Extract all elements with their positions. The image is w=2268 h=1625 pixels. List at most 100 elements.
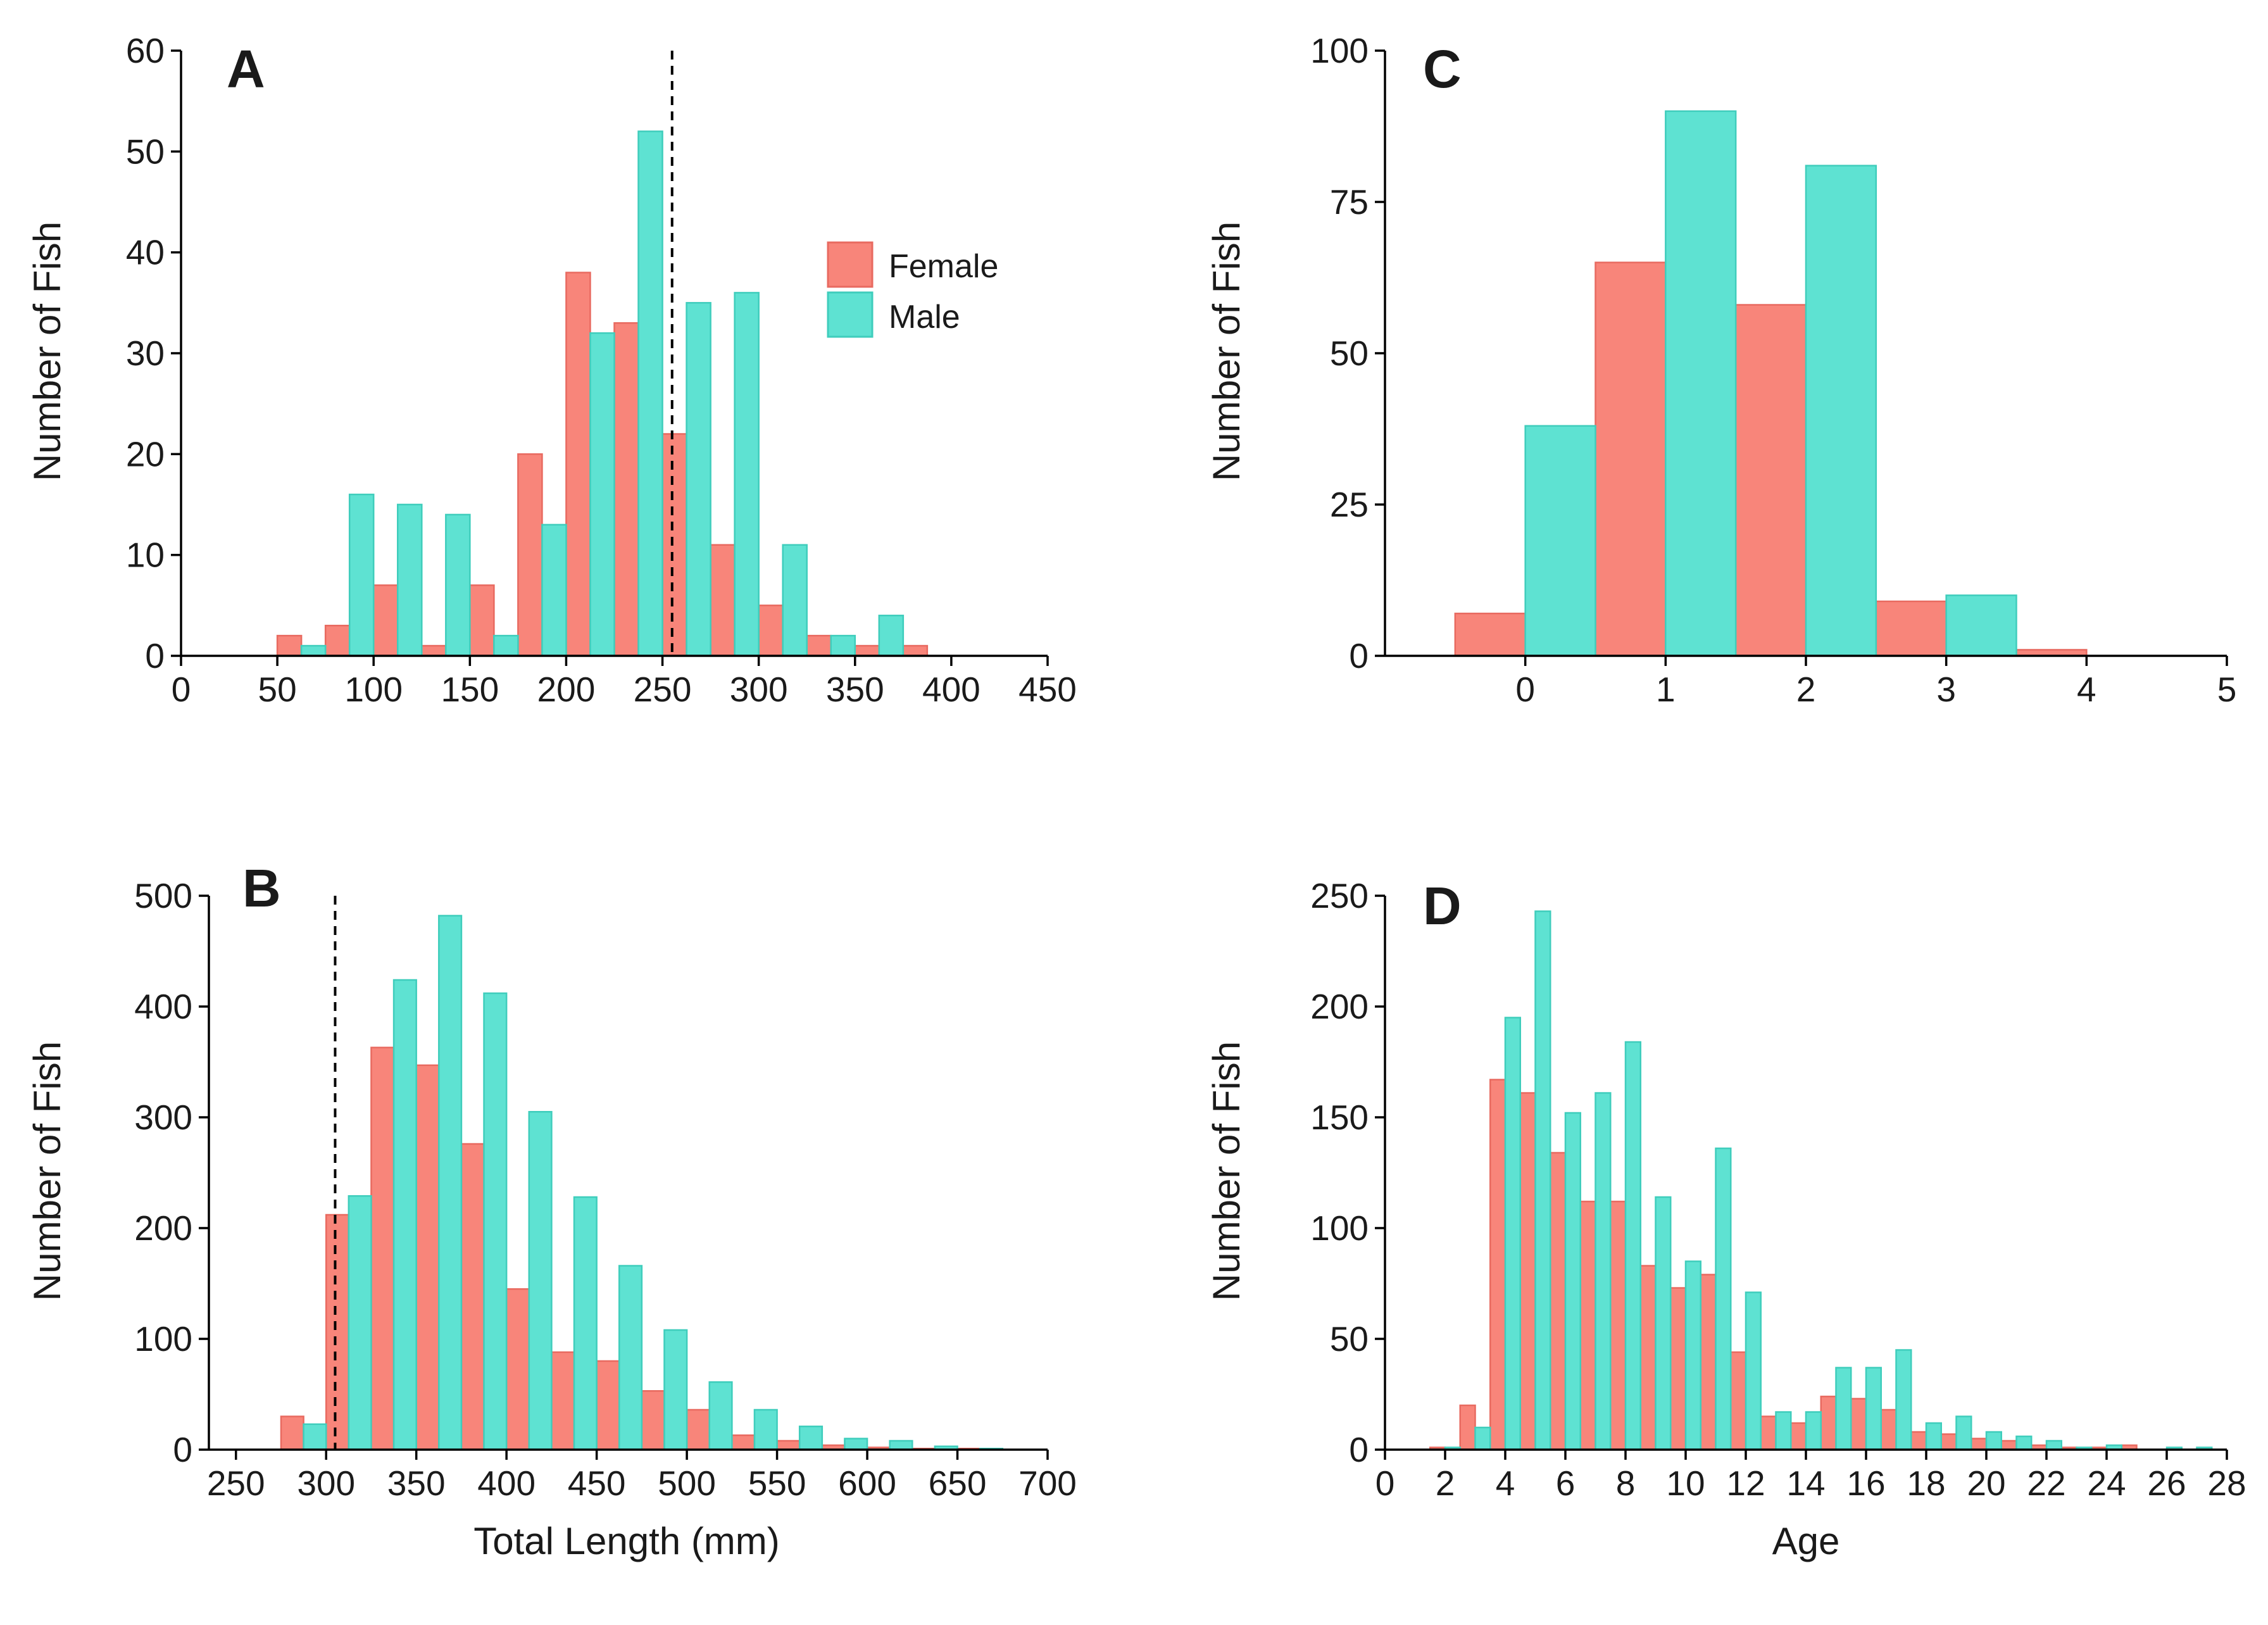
panel-c-letter: C	[1423, 39, 1462, 99]
panel-d-x-tick-label-26: 26	[2147, 1464, 2186, 1503]
panel-c-x-tick-label-4: 4	[2077, 670, 2096, 709]
panel-a-letter: A	[227, 39, 265, 99]
panel-b-bar-male-1	[348, 1195, 372, 1451]
panel-a-bar-female-12	[854, 644, 880, 657]
panel-a-bar-female-0	[276, 634, 303, 657]
panel-b-bar-female-8	[641, 1390, 665, 1451]
panel-d-bar-male-17	[1955, 1415, 1972, 1451]
panel-d-bar-female-9	[1700, 1274, 1717, 1451]
panel-d-x-tick-label-20: 20	[1967, 1464, 2005, 1503]
panel-d-bar-female-6	[1610, 1200, 1627, 1451]
panel-a-bar-female-5	[517, 453, 543, 657]
panel-c-bar-female-3	[1875, 600, 1947, 657]
panel-a-x-tick-label-150: 150	[441, 670, 499, 709]
panel-c-y-tick-label-50: 50	[1330, 334, 1369, 373]
panel-b-bar-female-10	[731, 1434, 756, 1451]
panel-a-bar-male-3	[445, 513, 471, 657]
panel-b-bar-male-10	[753, 1409, 778, 1451]
panel-d-bar-male-2	[1504, 1017, 1521, 1451]
panel-a-x-tick-label-250: 250	[634, 670, 692, 709]
panel-a-bar-female-11	[806, 634, 832, 657]
panel-a: A 0 50 100 150 200 250 300 350 400 450 0 10 20 30 40 50…	[26, 31, 1077, 709]
panel-c-bar-male-2	[1805, 165, 1877, 657]
panel-b-x-tick-label-700: 700	[1018, 1464, 1077, 1503]
panel-d-bar-male-13	[1835, 1367, 1852, 1451]
panel-a-x-tick-label-400: 400	[922, 670, 981, 709]
panel-d-bars	[1429, 910, 2213, 1451]
panel-d-bar-female-16	[1910, 1431, 1927, 1451]
panel-a-bar-female-9	[710, 544, 736, 657]
panel-a-bar-male-5	[541, 524, 567, 657]
panel-d-bar-male-5	[1594, 1092, 1612, 1451]
panel-d-bar-male-12	[1805, 1411, 1822, 1451]
panel-b-bar-male-4	[483, 992, 508, 1451]
legend-male-label: Male	[889, 299, 960, 336]
panel-d-y-tick-label-100: 100	[1310, 1208, 1369, 1248]
panel-d-bar-male-11	[1775, 1411, 1792, 1451]
panel-c-bar-male-3	[1945, 594, 2017, 657]
panel-b-bar-female-2	[370, 1046, 395, 1451]
panel-c-x-tick-label-3: 3	[1936, 670, 1956, 709]
panel-a-x-tick-label-450: 450	[1018, 670, 1077, 709]
panel-c-y-title: Number of Fish	[1205, 222, 1248, 481]
panel-a-x-tick-label-0: 0	[172, 670, 191, 709]
panel-d-bar-male-6	[1624, 1041, 1641, 1451]
panel-b-y-tick-label-100: 100	[134, 1319, 192, 1358]
panel-b-x-tick-label-500: 500	[658, 1464, 716, 1503]
panel-d-bar-male-7	[1655, 1196, 1672, 1451]
panel-d-bar-male-9	[1715, 1147, 1732, 1451]
panel-d-letter: D	[1423, 876, 1462, 936]
panel-b-bar-male-9	[708, 1381, 733, 1451]
panel-b-axes: 250 300 350 400 450 500 550 600 650 700 0 100 200 300…	[134, 876, 1077, 1503]
panel-d-bar-female-2	[1489, 1079, 1507, 1451]
panel-c-y-tick-label-100: 100	[1310, 31, 1369, 70]
panel-a-y-tick-label-30: 30	[126, 334, 165, 373]
panel-d-bar-male-20	[2045, 1440, 2062, 1451]
panel-b-bar-male-8	[663, 1329, 688, 1451]
panel-d-bar-female-5	[1579, 1200, 1596, 1451]
panel-d-bar-female-14	[1850, 1398, 1867, 1451]
panel-d-x-tick-label-8: 8	[1616, 1464, 1636, 1503]
panel-d-x-tick-label-14: 14	[1786, 1464, 1825, 1503]
panel-b-bar-male-3	[438, 915, 463, 1451]
panel-d-x-tick-label-28: 28	[2207, 1464, 2246, 1503]
panel-b-bar-male-0	[303, 1423, 327, 1451]
panel-d-bar-female-11	[1760, 1415, 1777, 1451]
panel-c-bar-female-0	[1454, 612, 1526, 657]
panel-d-bar-female-7	[1639, 1265, 1657, 1451]
panel-b-bar-female-1	[325, 1214, 350, 1451]
panel-b-y-tick-label-300: 300	[134, 1098, 192, 1137]
legend-female-swatch	[827, 241, 874, 288]
panel-d: D 0 2 4 6 8 10 12 14 16 18 20 22 24 26 280501001502002…	[1205, 876, 2246, 1562]
panel-d-x-tick-label-22: 22	[2027, 1464, 2065, 1503]
panel-d-bar-female-8	[1670, 1287, 1687, 1451]
panel-b-y-title: Number of Fish	[26, 1041, 68, 1301]
panel-d-bar-female-12	[1790, 1422, 1807, 1451]
panel-b-bar-male-5	[528, 1111, 553, 1451]
panel-d-bar-male-16	[1925, 1422, 1942, 1451]
panel-d-bar-female-10	[1730, 1351, 1747, 1451]
panel-a-bar-male-0	[300, 644, 327, 657]
panel-a-bar-male-11	[830, 634, 856, 657]
panel-c-bar-male-1	[1665, 110, 1737, 657]
panel-a-bar-female-3	[421, 644, 447, 657]
panel-b-bar-female-4	[460, 1143, 485, 1451]
panel-c-bar-female-2	[1734, 304, 1807, 657]
panel-d-bar-female-19	[2000, 1440, 2017, 1451]
panel-a-bar-female-13	[902, 644, 929, 657]
panel-d-bar-female-18	[1970, 1438, 1988, 1451]
panel-d-bar-female-17	[1940, 1433, 1957, 1451]
panel-b-bar-male-2	[392, 979, 417, 1451]
panel-b-bar-male-7	[618, 1265, 643, 1451]
panel-d-bar-female-3	[1519, 1092, 1536, 1451]
panel-b-x-tick-label-350: 350	[387, 1464, 446, 1503]
panel-d-y-tick-label-150: 150	[1310, 1098, 1369, 1137]
panel-d-x-tick-label-10: 10	[1666, 1464, 1705, 1503]
panel-d-y-title: Number of Fish	[1205, 1041, 1248, 1301]
panel-a-bar-male-2	[397, 503, 423, 657]
panel-b-y-tick-label-500: 500	[134, 876, 192, 915]
panel-b-y-tick-label-0: 0	[173, 1430, 192, 1469]
panel-d-bar-male-19	[2015, 1435, 2033, 1451]
